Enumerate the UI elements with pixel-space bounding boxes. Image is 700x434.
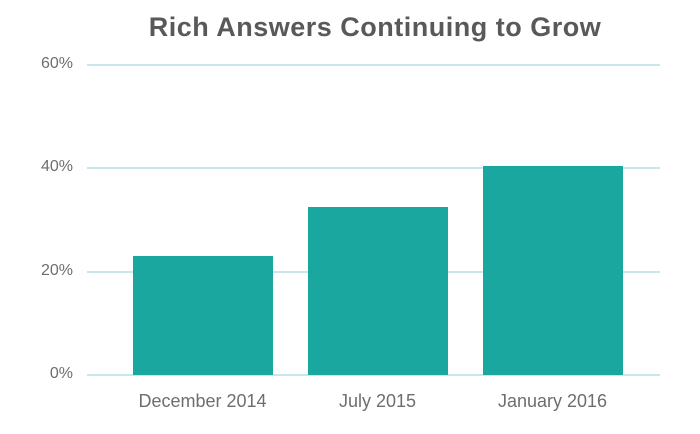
bar [132,256,273,375]
x-axis-labels: December 2014 July 2015 January 2016 [95,391,660,412]
plot-area: 0% 20% 40% 60% [41,55,660,382]
gridline: 60% [41,55,660,72]
x-axis-label: December 2014 [138,391,267,411]
y-tick-label: 60% [40,55,73,72]
gridline: 40% [41,158,660,175]
gridline: 0% [50,365,660,382]
bar-group [95,65,660,375]
y-tick-label: 20% [40,261,73,279]
bar [482,165,623,375]
x-axis-label: July 2015 [338,391,417,411]
y-tick-label: 0% [49,365,73,382]
bar [307,207,448,375]
chart-title: Rich Answers Continuing to Grow [148,12,602,42]
y-tick-label: 40% [40,158,73,176]
x-axis-label: January 2016 [497,391,608,411]
